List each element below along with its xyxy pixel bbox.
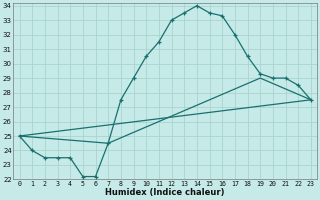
X-axis label: Humidex (Indice chaleur): Humidex (Indice chaleur) bbox=[106, 188, 225, 197]
